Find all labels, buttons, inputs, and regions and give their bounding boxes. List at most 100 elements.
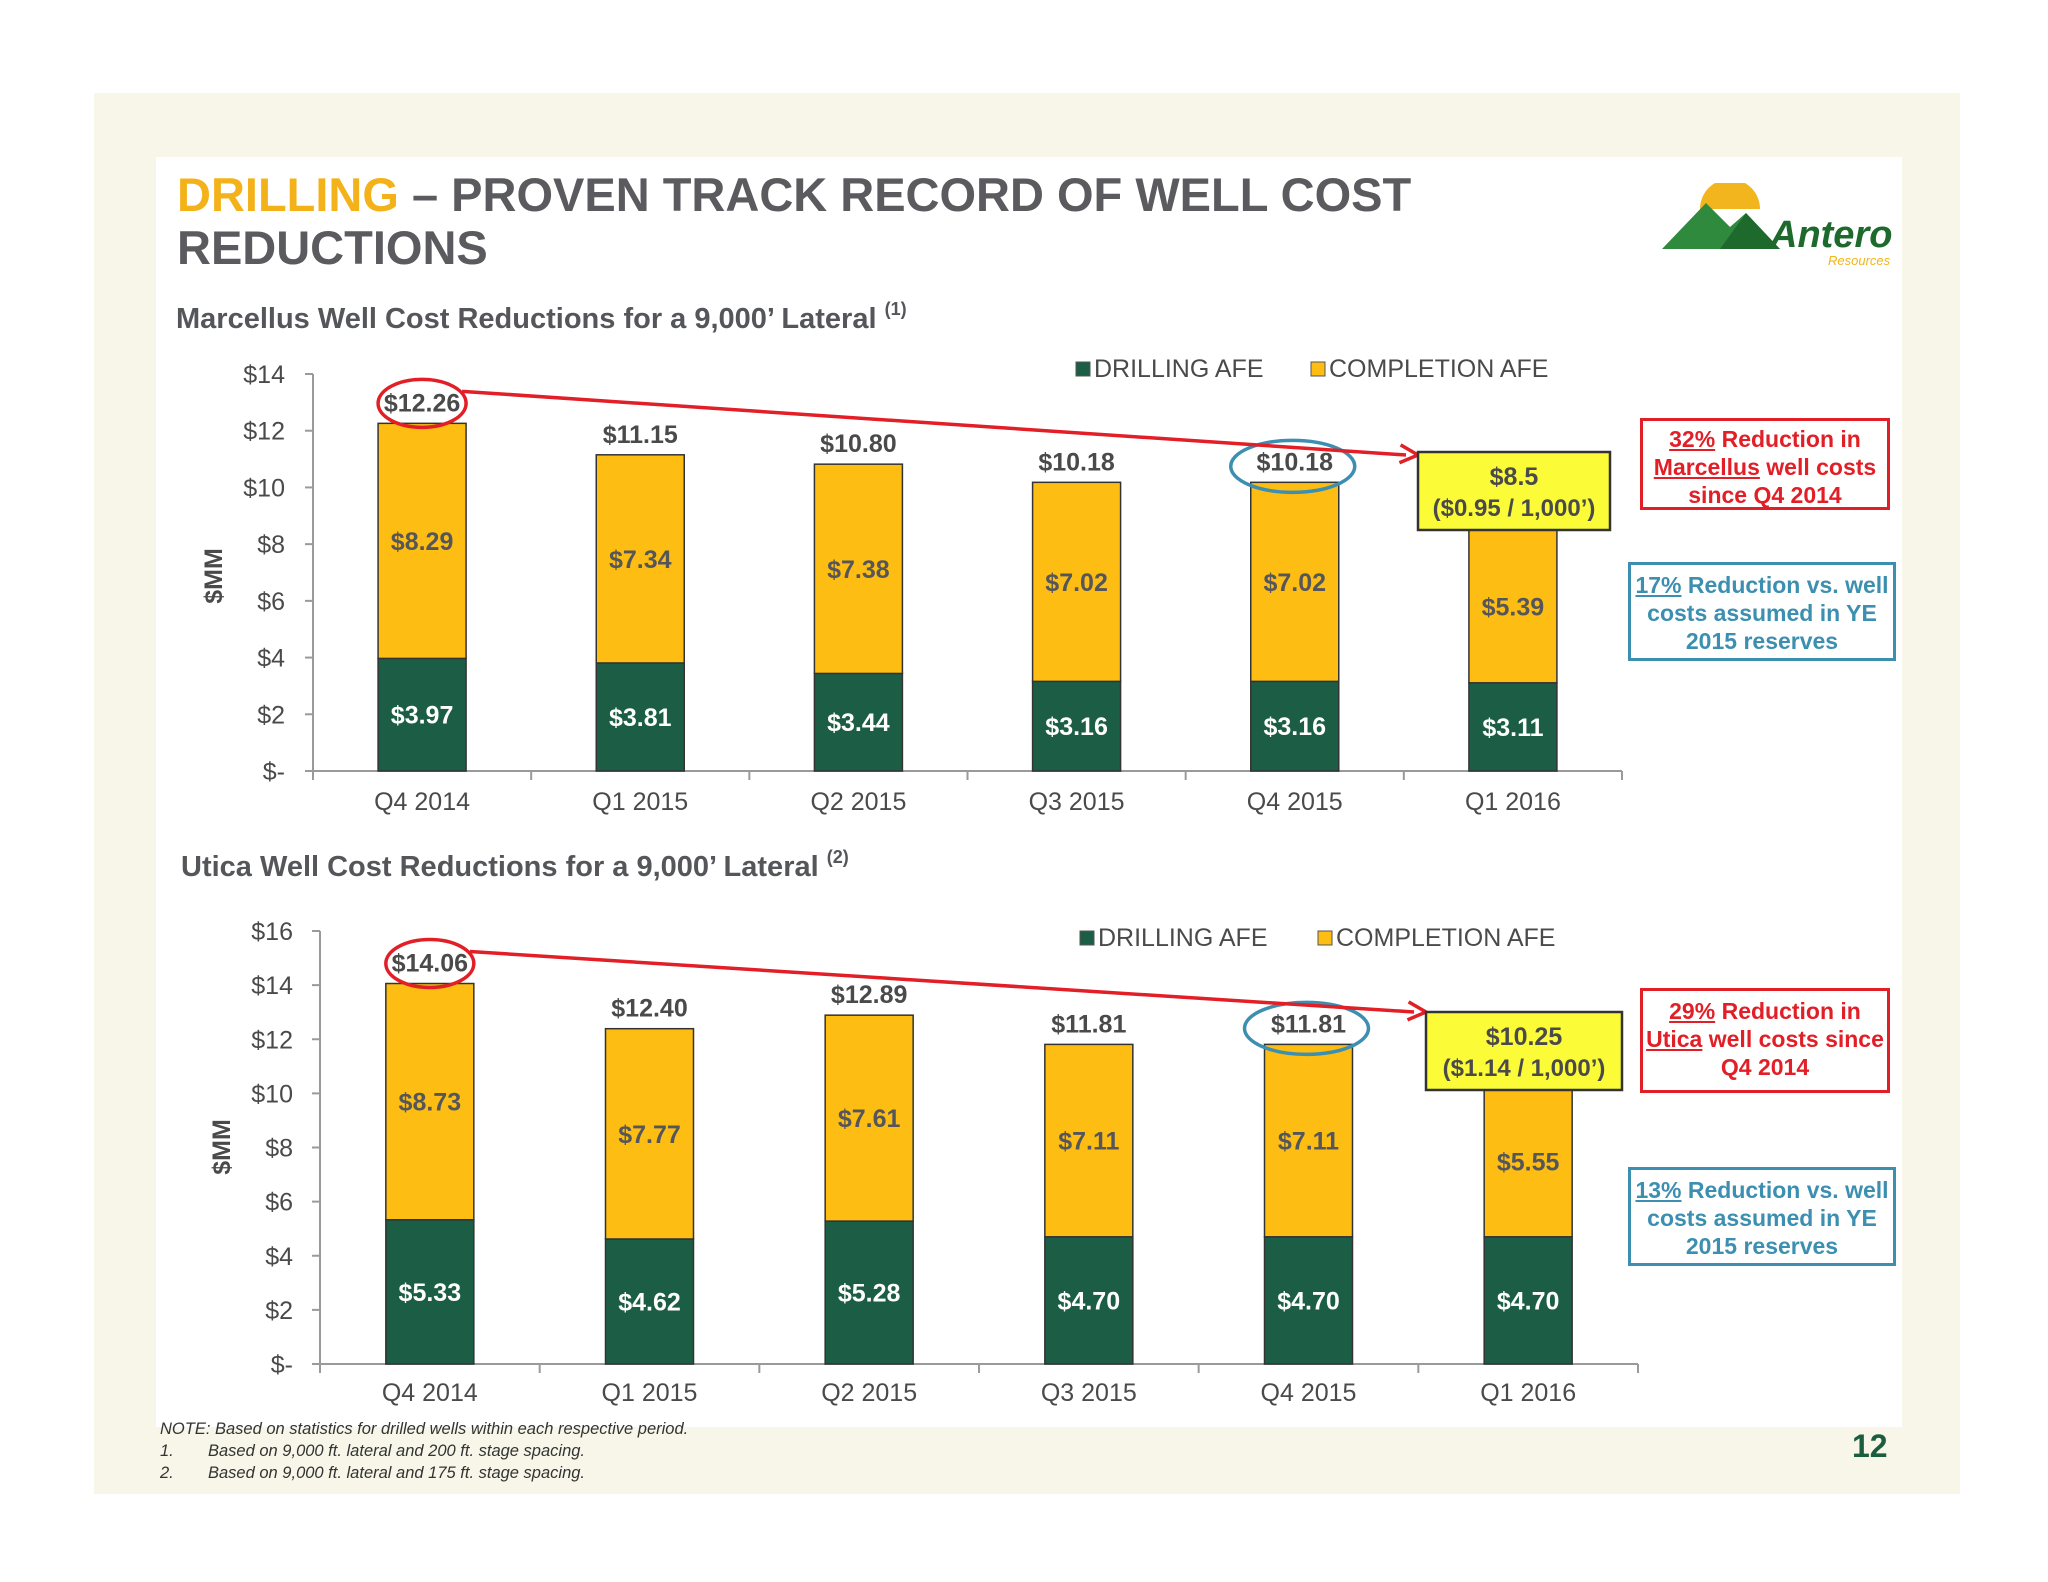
y-tick-label: $10 <box>243 474 285 502</box>
completion-value-label: $8.73 <box>399 1089 462 1117</box>
completion-value-label: $7.02 <box>1263 569 1326 597</box>
title-rest: – PROVEN TRACK RECORD OF WELL COST REDUC… <box>177 168 1412 274</box>
bar-drilling <box>595 662 685 772</box>
drilling-value-label: $3.16 <box>1045 713 1108 741</box>
highlight-box-per-unit: ($0.95 / 1,000’) <box>1433 495 1596 522</box>
y-tick-label: $14 <box>243 361 285 389</box>
drilling-value-label: $4.62 <box>618 1288 681 1316</box>
y-tick-label: $14 <box>251 972 293 1000</box>
x-category-label: Q3 2015 <box>1029 788 1125 816</box>
legend-label: DRILLING AFE <box>1098 924 1268 952</box>
legend-swatch <box>1317 930 1333 946</box>
y-tick-label: $- <box>271 1351 293 1379</box>
marcellus-chart-title: Marcellus Well Cost Reductions for a 9,0… <box>176 299 907 335</box>
bar-completion <box>385 982 475 1221</box>
x-category-label: Q3 2015 <box>1041 1379 1137 1407</box>
bar-completion <box>1250 481 1340 683</box>
drilling-value-label: $3.11 <box>1482 714 1543 742</box>
bar-completion <box>824 1014 914 1222</box>
completion-value-label: $7.02 <box>1045 569 1108 597</box>
bar-drilling <box>824 1220 914 1365</box>
completion-value-label: $5.39 <box>1482 593 1545 621</box>
completion-value-label: $7.61 <box>838 1105 901 1133</box>
bar-drilling <box>385 1219 475 1365</box>
trend-arrow-line <box>469 949 1415 1014</box>
footnotes: NOTE: Based on statistics for drilled we… <box>160 1418 688 1484</box>
completion-value-label: $7.34 <box>609 546 672 574</box>
page-number: 12 <box>1852 1428 1888 1464</box>
highlight-box-value: $8.5 <box>1490 463 1539 491</box>
blue-highlight-circle <box>1229 438 1357 495</box>
y-tick-label: $12 <box>243 418 285 446</box>
total-value-label: $10.18 <box>1257 448 1334 476</box>
bar-drilling <box>377 657 467 772</box>
drilling-value-label: $5.33 <box>399 1279 462 1307</box>
total-value-label: $12.26 <box>384 389 460 417</box>
x-category-label: Q2 2015 <box>810 788 906 816</box>
x-category-label: Q4 2015 <box>1261 1379 1357 1407</box>
marcellus-reserves-callout: 17% Reduction vs. well costs assumed in … <box>1628 562 1896 661</box>
legend-swatch <box>1075 361 1091 377</box>
highlight-box <box>1424 1010 1624 1092</box>
y-tick-label: $4 <box>265 1243 293 1271</box>
bar-drilling <box>1044 1236 1134 1365</box>
legend-label: COMPLETION AFE <box>1329 355 1548 383</box>
drilling-value-label: $4.70 <box>1058 1287 1121 1315</box>
highlight-box-per-unit: ($1.14 / 1,000’) <box>1443 1055 1606 1082</box>
bar-completion <box>813 463 904 675</box>
logo-text: Antero <box>1769 214 1892 256</box>
legend-label: DRILLING AFE <box>1094 355 1264 383</box>
total-value-label: $10.80 <box>820 430 896 458</box>
legend-label: COMPLETION AFE <box>1336 924 1555 952</box>
logo-sun <box>1700 183 1760 209</box>
total-value-label: $10.18 <box>1038 448 1115 476</box>
footnote-note: NOTE: Based on statistics for drilled we… <box>160 1420 689 1438</box>
y-tick-label: $- <box>263 758 285 786</box>
drilling-value-label: $3.97 <box>391 702 454 730</box>
red-highlight-circle <box>376 377 468 430</box>
drilling-value-label: $4.70 <box>1277 1287 1340 1315</box>
y-tick-label: $8 <box>265 1135 293 1163</box>
y-axis-label: $MM <box>200 548 228 604</box>
completion-value-label: $5.55 <box>1497 1149 1560 1177</box>
drilling-value-label: $3.44 <box>827 709 890 737</box>
bar-completion <box>595 454 685 664</box>
total-value-label: $12.40 <box>611 995 687 1023</box>
total-value-label: $11.15 <box>603 421 678 449</box>
bar-drilling <box>604 1238 695 1365</box>
bar-completion <box>604 1027 695 1240</box>
footnote-2: 2. Based on 9,000 ft. lateral and 175 ft.… <box>160 1464 586 1482</box>
drilling-value-label: $5.28 <box>838 1280 901 1308</box>
legend-swatch <box>1310 361 1326 377</box>
x-category-label: Q2 2015 <box>821 1379 917 1407</box>
x-category-label: Q1 2015 <box>592 788 688 816</box>
completion-value-label: $7.11 <box>1058 1128 1119 1156</box>
legend-swatch <box>1079 930 1095 946</box>
drilling-value-label: $3.16 <box>1263 713 1326 741</box>
utica-reduction-callout: 29% Reduction in Utica well costs since … <box>1640 988 1890 1093</box>
bar-drilling <box>1263 1236 1354 1365</box>
x-category-label: Q1 2016 <box>1480 1379 1576 1407</box>
completion-value-label: $7.38 <box>827 556 890 584</box>
x-category-label: Q4 2014 <box>382 1379 478 1407</box>
bar-completion <box>1468 529 1558 684</box>
x-category-label: Q1 2016 <box>1465 788 1561 816</box>
utica-reserves-callout: 13% Reduction vs. well costs assumed in … <box>1628 1167 1896 1266</box>
y-tick-label: $10 <box>251 1080 293 1108</box>
drilling-value-label: $3.81 <box>609 704 672 732</box>
bar-completion <box>1263 1043 1354 1238</box>
y-tick-label: $4 <box>257 645 285 673</box>
footnote-1: 1. Based on 9,000 ft. lateral and 200 ft.… <box>160 1442 586 1460</box>
slide-title: DRILLING – PROVEN TRACK RECORD OF WELL C… <box>177 168 1527 274</box>
y-tick-label: $16 <box>251 918 293 946</box>
antero-logo: Antero Resources <box>1662 183 1892 268</box>
x-category-label: Q1 2015 <box>602 1379 698 1407</box>
y-tick-label: $12 <box>251 1026 293 1054</box>
logo-subtext: Resources <box>1828 253 1891 268</box>
blue-highlight-circle <box>1242 1000 1371 1057</box>
bar-completion <box>1031 481 1122 683</box>
red-highlight-circle <box>384 937 476 990</box>
y-axis-label: $MM <box>208 1119 236 1175</box>
x-category-label: Q4 2015 <box>1247 788 1343 816</box>
bar-completion <box>377 422 467 660</box>
